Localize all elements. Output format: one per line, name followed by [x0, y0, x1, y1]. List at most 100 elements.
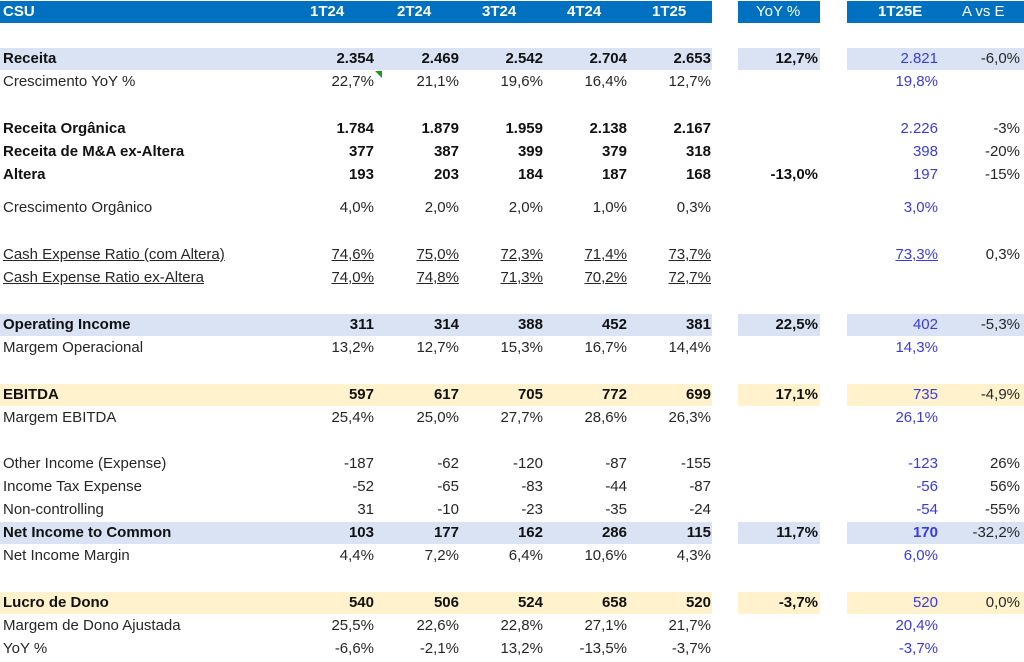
cell-value[interactable]: 379	[601, 143, 627, 160]
cell-actual-vs-estimate[interactable]: 0,0%	[985, 594, 1020, 611]
cell-estimate[interactable]: -54	[916, 501, 938, 518]
row-label[interactable]: Operating Income	[3, 316, 131, 333]
cell-yoy[interactable]: -3,7%	[778, 594, 818, 611]
cell-value[interactable]: -3,7%	[671, 640, 711, 657]
cell-value[interactable]: 13,2%	[500, 640, 543, 657]
cell-value[interactable]: 6,4%	[508, 547, 543, 564]
cell-value[interactable]: 311	[349, 316, 374, 333]
cell-value[interactable]: -83	[521, 478, 543, 495]
cell-yoy[interactable]: -13,0%	[770, 166, 818, 183]
cell-estimate[interactable]: 19,8%	[895, 73, 938, 90]
cell-value[interactable]: 22,8%	[500, 617, 543, 634]
cell-value[interactable]: 162	[517, 524, 543, 541]
row-label[interactable]: EBITDA	[3, 386, 59, 403]
cell-value[interactable]: -2,1%	[419, 640, 459, 657]
cell-value[interactable]: 22,7%	[331, 73, 374, 90]
cell-value[interactable]: -44	[605, 478, 627, 495]
cell-value[interactable]: 1,0%	[592, 199, 627, 216]
cell-estimate[interactable]: -56	[916, 478, 938, 495]
cell-actual-vs-estimate[interactable]: 56%	[989, 478, 1020, 495]
cell-value[interactable]: 71,3%	[500, 269, 543, 286]
cell-value[interactable]: 617	[433, 386, 459, 403]
cell-value[interactable]: -6,6%	[334, 640, 374, 657]
cell-value[interactable]: 2.542	[505, 50, 543, 67]
row-label[interactable]: Net Income to Common	[3, 524, 172, 541]
cell-value[interactable]: 540	[348, 594, 374, 611]
cell-value[interactable]: 25,4%	[331, 409, 374, 426]
cell-value[interactable]: 103	[348, 524, 374, 541]
cell-value[interactable]: 193	[348, 166, 374, 183]
cell-value[interactable]: -24	[689, 501, 711, 518]
cell-actual-vs-estimate[interactable]: -32,2%	[972, 524, 1020, 541]
cell-actual-vs-estimate[interactable]: -15%	[984, 166, 1020, 183]
cell-estimate[interactable]: 14,3%	[895, 339, 938, 356]
cell-value[interactable]: 12,7%	[668, 73, 711, 90]
cell-value[interactable]: 318	[685, 143, 711, 160]
cell-value[interactable]: 27,1%	[584, 617, 627, 634]
cell-value[interactable]: 2.469	[421, 50, 459, 67]
cell-value[interactable]: 2.167	[673, 120, 711, 137]
cell-value[interactable]: -65	[437, 478, 459, 495]
cell-estimate[interactable]: 20,4%	[895, 617, 938, 634]
cell-value[interactable]: -10	[437, 501, 459, 518]
cell-value[interactable]: 16,7%	[584, 339, 627, 356]
cell-value[interactable]: 388	[517, 316, 543, 333]
row-label[interactable]: Lucro de Dono	[3, 594, 109, 611]
cell-estimate[interactable]: 3,0%	[903, 199, 938, 216]
cell-estimate[interactable]: 2.821	[900, 50, 938, 67]
cell-actual-vs-estimate[interactable]: -20%	[984, 143, 1020, 160]
cell-value[interactable]: 699	[685, 386, 711, 403]
cell-value[interactable]: 7,2%	[424, 547, 459, 564]
row-label[interactable]: Margem EBITDA	[3, 409, 117, 426]
cell-actual-vs-estimate[interactable]: -3%	[993, 120, 1020, 137]
cell-value[interactable]: 72,3%	[500, 246, 543, 263]
cell-value[interactable]: 597	[348, 386, 374, 403]
cell-value[interactable]: 27,7%	[500, 409, 543, 426]
cell-estimate[interactable]: 2.226	[900, 120, 938, 137]
row-label[interactable]: Non-controlling	[3, 501, 104, 518]
cell-value[interactable]: 184	[517, 166, 543, 183]
cell-value[interactable]: -87	[605, 455, 627, 472]
cell-yoy[interactable]: 12,7%	[775, 50, 818, 67]
cell-estimate[interactable]: 6,0%	[903, 547, 938, 564]
cell-value[interactable]: 387	[433, 143, 459, 160]
row-label[interactable]: Other Income (Expense)	[3, 455, 167, 472]
cell-value[interactable]: -23	[521, 501, 543, 518]
cell-value[interactable]: 72,7%	[668, 269, 711, 286]
cell-value[interactable]: 314	[433, 316, 459, 333]
cell-value[interactable]: 74,0%	[331, 269, 374, 286]
cell-estimate[interactable]: 170	[912, 524, 938, 541]
row-label[interactable]: Receita	[3, 50, 57, 67]
cell-value[interactable]: -13,5%	[579, 640, 627, 657]
cell-value[interactable]: 75,0%	[416, 246, 459, 263]
cell-value[interactable]: 74,8%	[416, 269, 459, 286]
cell-value[interactable]: 2.704	[589, 50, 627, 67]
cell-value[interactable]: 14,4%	[668, 339, 711, 356]
cell-value[interactable]: 2,0%	[424, 199, 459, 216]
row-label[interactable]: Margem Operacional	[3, 339, 144, 356]
row-label[interactable]: Receita de M&A ex-Altera	[3, 143, 185, 160]
cell-value[interactable]: 399	[517, 143, 543, 160]
cell-value[interactable]: 506	[433, 594, 459, 611]
cell-value[interactable]: 0,3%	[676, 199, 711, 216]
row-label[interactable]: Cash Expense Ratio ex-Altera	[3, 269, 204, 286]
cell-value[interactable]: 16,4%	[584, 73, 627, 90]
cell-value[interactable]: 21,7%	[668, 617, 711, 634]
cell-value[interactable]: 524	[517, 594, 543, 611]
cell-value[interactable]: 177	[433, 524, 459, 541]
cell-value[interactable]: 13,2%	[331, 339, 374, 356]
cell-value[interactable]: 31	[357, 501, 374, 518]
cell-value[interactable]: 25,5%	[331, 617, 374, 634]
cell-estimate[interactable]: 26,1%	[895, 409, 938, 426]
cell-value[interactable]: 381	[685, 316, 711, 333]
cell-value[interactable]: 115	[686, 524, 711, 541]
cell-value[interactable]: 187	[601, 166, 627, 183]
cell-value[interactable]: -87	[689, 478, 711, 495]
cell-actual-vs-estimate[interactable]: 26%	[989, 455, 1020, 472]
cell-value[interactable]: 2.138	[589, 120, 627, 137]
row-label[interactable]: Crescimento Orgânico	[3, 199, 153, 216]
row-label[interactable]: Cash Expense Ratio (com Altera)	[3, 246, 225, 263]
cell-estimate[interactable]: 398	[912, 143, 938, 160]
cell-actual-vs-estimate[interactable]: 0,3%	[985, 246, 1020, 263]
cell-value[interactable]: -62	[437, 455, 459, 472]
